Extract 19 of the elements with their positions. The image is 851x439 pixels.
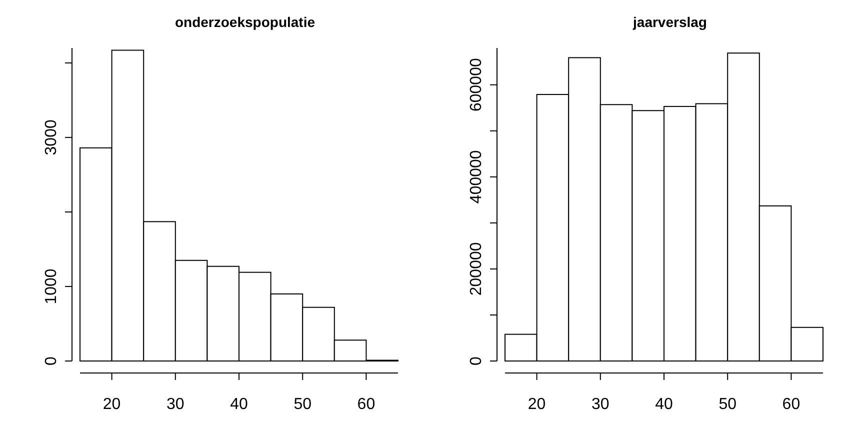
x-tick-label: 50 [294, 396, 312, 413]
x-tick-label: 20 [528, 396, 546, 413]
x-tick-label: 30 [166, 396, 184, 413]
x-tick-label: 60 [357, 396, 376, 413]
y-tick-label: 1000 [43, 268, 60, 304]
y-tick-label: 3000 [43, 120, 60, 156]
x-tick-label: 20 [102, 396, 121, 413]
chart-title: onderzoekspopulatie [174, 14, 316, 30]
y-tick-label: 200000 [468, 242, 485, 296]
y-tick-label: 0 [468, 356, 485, 366]
x-tick-label: 60 [782, 396, 800, 413]
y-tick-label: 600000 [468, 58, 485, 112]
chart-title: jaarverslag [632, 14, 707, 30]
x-tick-label: 40 [655, 396, 673, 413]
x-tick-label: 30 [592, 396, 610, 413]
y-tick-label: 0 [43, 356, 60, 366]
x-tick-label: 50 [718, 396, 737, 413]
y-tick-label: 400000 [468, 150, 485, 204]
x-tick-label: 40 [230, 396, 248, 413]
